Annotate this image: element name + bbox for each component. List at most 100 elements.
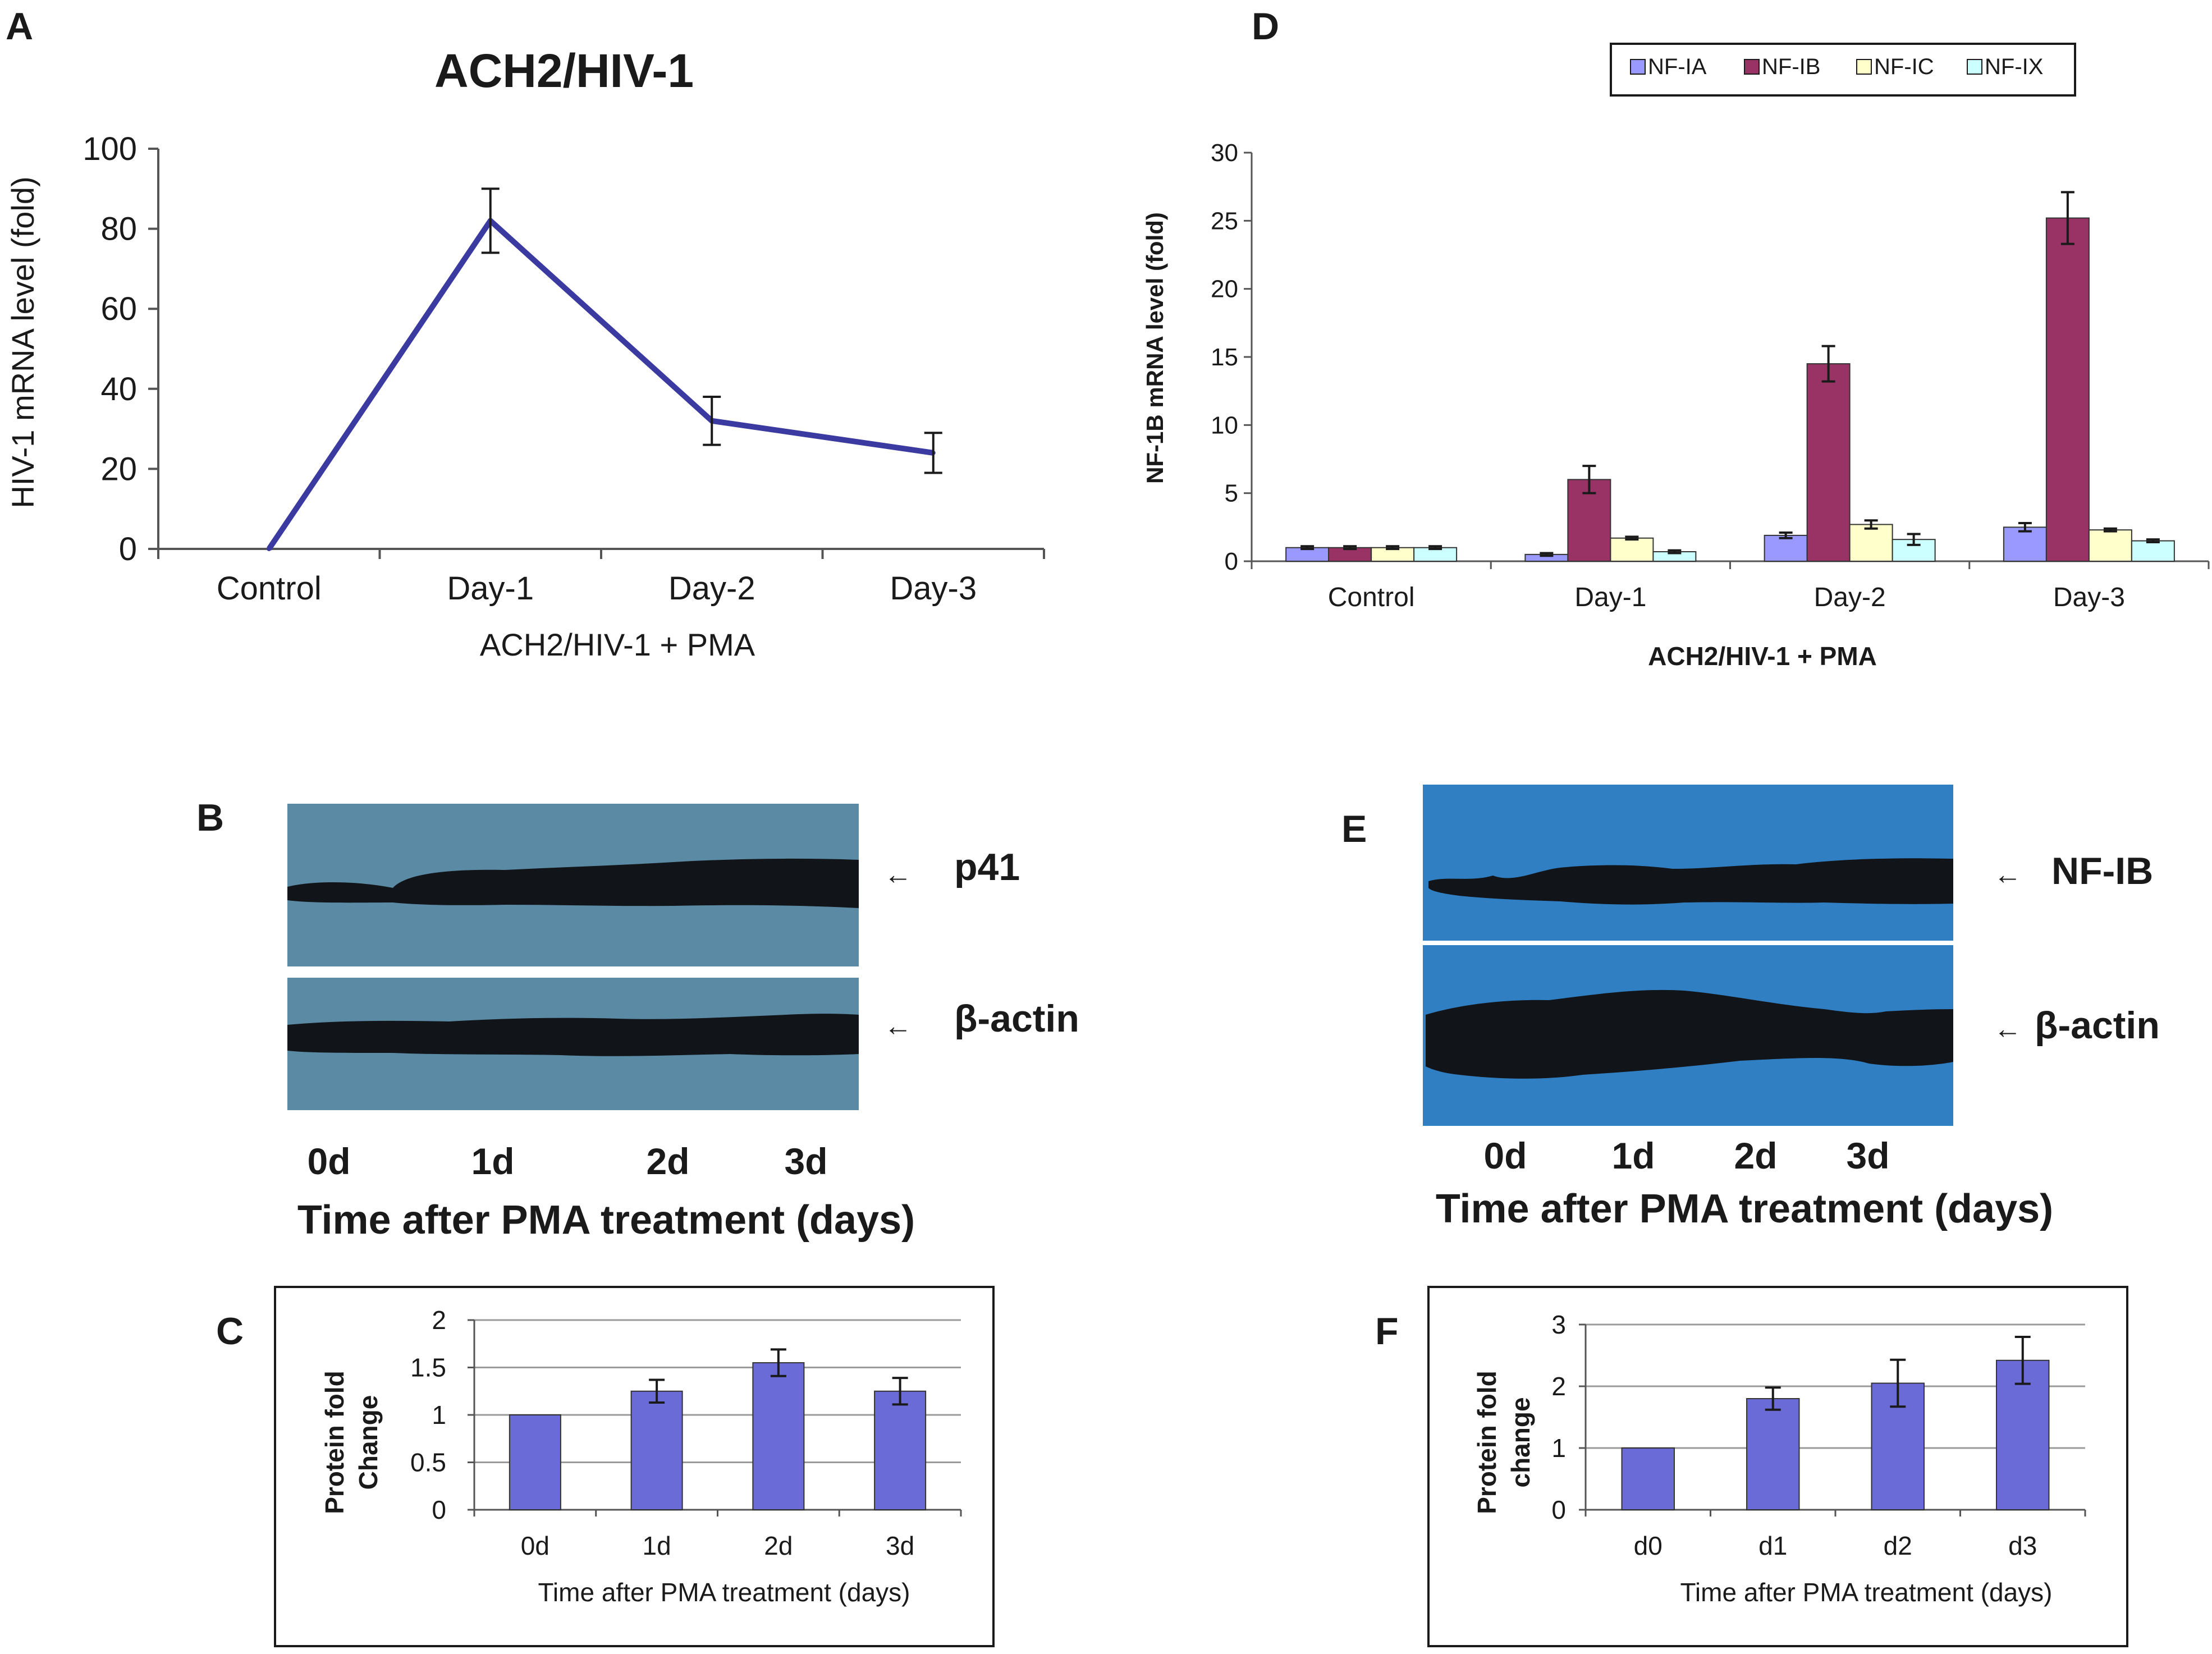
- svg-text:←: ←: [1994, 859, 2022, 890]
- chart-d-ytick-label: 15: [1211, 343, 1238, 371]
- chart-c-xlabel: Time after PMA treatment (days): [538, 1578, 910, 1607]
- blot-e-lane-3d: 3d: [1846, 1135, 1889, 1176]
- chart-a-category-label: Day-2: [668, 570, 755, 607]
- chart-f-ytick-label: 1: [1551, 1433, 1566, 1463]
- chart-c-ytick-label: 1: [432, 1400, 446, 1430]
- chart-d-ytick-label: 25: [1211, 207, 1238, 235]
- chart-f-bar: [1746, 1398, 1800, 1510]
- blot-e-lane-2d: 2d: [1734, 1135, 1777, 1176]
- svg-text:←: ←: [1994, 1013, 2022, 1044]
- blot-e-nfib-band: [1428, 858, 1953, 905]
- legend-box: [1610, 43, 2076, 97]
- chart-d-bar-nf-ix: [2131, 540, 2175, 562]
- chart-f-ytick-label: 0: [1551, 1495, 1566, 1524]
- chart-a-series-line: [267, 218, 934, 551]
- blot-b-lane-2d: 2d: [646, 1140, 689, 1182]
- chart-a-category-label: Day-3: [890, 570, 977, 607]
- chart-d-category-label: Day-3: [2053, 583, 2125, 612]
- panel-label-c: C: [216, 1310, 244, 1353]
- chart-c-ytick-label: 1.5: [410, 1353, 446, 1382]
- legend-label-nf-ic: NF-IC: [1874, 54, 1934, 79]
- legend-label-nf-ix: NF-IX: [1985, 54, 2043, 79]
- chart-a-ytick-label: 100: [83, 131, 137, 167]
- panel-c: C Protein fold Change Time after PMA tre…: [216, 1286, 995, 1647]
- panel-b: B ← p41 ← β-actin 0d 1d 2d 3d Time after…: [196, 796, 1079, 1243]
- chart-a-point: [267, 547, 272, 551]
- chart-d-bar-nf-ia: [2003, 526, 2047, 562]
- chart-d-ytick-label: 5: [1225, 480, 1238, 507]
- chart-f-bar: [1621, 1447, 1675, 1510]
- chart-a-xlabel: ACH2/HIV-1 + PMA: [480, 627, 755, 662]
- chart-c-frame: [274, 1286, 995, 1647]
- chart-f-category-label: d3: [2008, 1531, 2037, 1560]
- chart-d-category-label: Day-1: [1574, 583, 1646, 612]
- legend-swatch-nf-ib: [1744, 59, 1760, 75]
- svg-text:←: ←: [884, 859, 912, 890]
- chart-f-category-label: d1: [1758, 1531, 1787, 1560]
- chart-a-title: ACH2/HIV-1: [434, 44, 694, 97]
- panel-e: E ← NF-IB ← β-actin 0d 1d 2d 3d Time aft…: [1341, 785, 2160, 1231]
- legend-swatch-nf-ix: [1967, 59, 1982, 75]
- panel-a: A ACH2/HIV-1 HIV-1 mRNA level (fold) ACH…: [5, 5, 1045, 662]
- chart-d-ytick-label: 20: [1211, 276, 1238, 303]
- blot-b-band-label-actin: β-actin: [954, 997, 1079, 1040]
- chart-c-category-label: 2d: [764, 1531, 793, 1560]
- blot-b-p41-band: [287, 858, 859, 908]
- blot-b-lane-0d: 0d: [307, 1140, 350, 1182]
- chart-a-ytick-label: 20: [100, 451, 137, 487]
- chart-f-ytick-label: 2: [1551, 1372, 1566, 1401]
- chart-d-xlabel: ACH2/HIV-1 + PMA: [1648, 642, 1877, 671]
- panel-label-d: D: [1252, 5, 1279, 48]
- panel-label-b: B: [196, 796, 224, 839]
- chart-f-frame: [1427, 1286, 2128, 1647]
- chart-a-ytick-label: 0: [119, 531, 137, 567]
- chart-d-legend: NF-IA NF-IB NF-IC NF-IX: [1610, 43, 2076, 97]
- chart-c-ytick-label: 0.5: [410, 1448, 446, 1477]
- chart-d-bar-nf-ia: [1764, 534, 1808, 562]
- chart-f-xlabel: Time after PMA treatment (days): [1680, 1578, 2053, 1607]
- chart-c-bar: [874, 1390, 927, 1510]
- chart-c-ytick-label: 0: [432, 1495, 446, 1524]
- panel-label-a: A: [6, 5, 33, 48]
- chart-d-bar-nf-ib: [1806, 363, 1851, 562]
- chart-f-ylabel-line1: Protein fold: [1472, 1371, 1501, 1514]
- panel-f: F Protein fold change Time after PMA tre…: [1375, 1286, 2128, 1647]
- chart-a-ytick-label: 40: [100, 371, 137, 407]
- chart-d-ytick-label: 30: [1211, 139, 1238, 167]
- blot-b-lane-3d: 3d: [784, 1140, 827, 1182]
- chart-d-category-label: Control: [1328, 583, 1415, 612]
- blot-b-xlabel: Time after PMA treatment (days): [297, 1198, 915, 1243]
- chart-c-ylabel-line2: Change: [354, 1395, 383, 1490]
- legend-label-nf-ia: NF-IA: [1648, 54, 1707, 79]
- blot-e-xlabel: Time after PMA treatment (days): [1436, 1186, 2053, 1231]
- chart-d-bar-nf-ic: [1610, 537, 1654, 562]
- chart-c-ytick-label: 2: [432, 1305, 446, 1335]
- blot-e-lane-0d: 0d: [1483, 1135, 1527, 1176]
- chart-d-ytick-label: 10: [1211, 411, 1238, 439]
- chart-d-bar-nf-ic: [1849, 524, 1893, 562]
- chart-d-ytick-label: 0: [1225, 548, 1238, 575]
- blot-b-actin-band: [287, 1014, 859, 1056]
- chart-d-bar-nf-ib: [2045, 217, 2090, 562]
- blot-e-actin-band: [1426, 989, 1953, 1079]
- chart-c-ylabel-line1: Protein fold: [320, 1371, 349, 1514]
- chart-a-ytick-label: 60: [100, 291, 137, 327]
- chart-f-bar: [1996, 1359, 2050, 1511]
- chart-d-ylabel: NF-1B mRNA level (fold): [1142, 212, 1168, 484]
- chart-c-bar: [752, 1362, 805, 1511]
- legend-label-nf-ib: NF-IB: [1762, 54, 1820, 79]
- panel-label-f: F: [1375, 1310, 1399, 1353]
- blot-b-band-label-p41: p41: [954, 846, 1020, 888]
- chart-f-ylabel-line2: change: [1506, 1397, 1535, 1487]
- blot-e-band-label-nfib: NF-IB: [2051, 850, 2153, 892]
- chart-a-category-label: Control: [217, 570, 322, 607]
- chart-c-category-label: 3d: [886, 1531, 914, 1560]
- blot-b-lane-1d: 1d: [471, 1140, 514, 1182]
- blot-e-lane-1d: 1d: [1611, 1135, 1655, 1176]
- chart-d-category-label: Day-2: [1814, 583, 1886, 612]
- chart-d-bar-nf-ic: [2088, 529, 2132, 562]
- chart-c-bar: [509, 1414, 561, 1510]
- chart-a-ytick-label: 80: [100, 211, 137, 248]
- legend-swatch-nf-ia: [1630, 59, 1646, 75]
